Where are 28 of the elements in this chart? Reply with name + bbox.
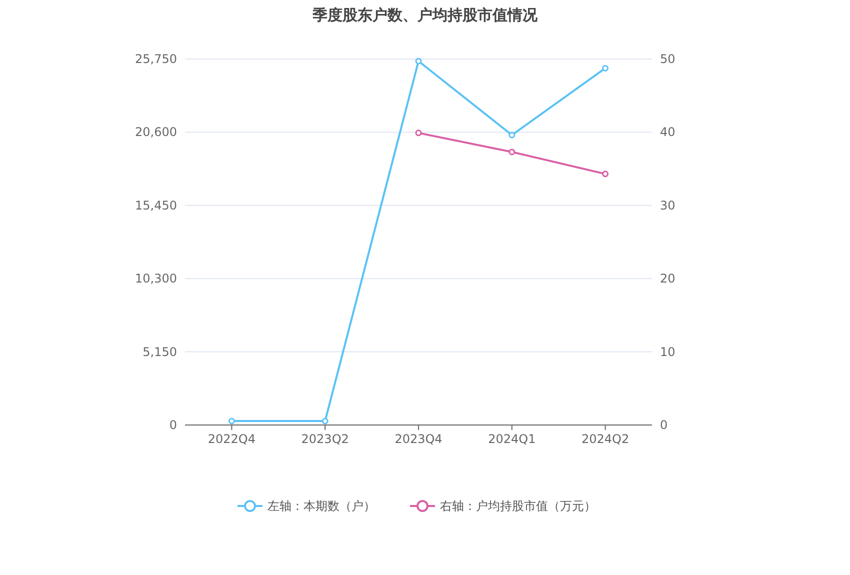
y2-tick-label: 10 bbox=[660, 344, 676, 359]
point bbox=[228, 418, 235, 424]
y-tick-label: 0 bbox=[169, 418, 177, 432]
x-tick-label: 2024Q1 bbox=[488, 432, 536, 446]
x-tick-label: 2023Q2 bbox=[301, 432, 349, 446]
point bbox=[415, 130, 422, 136]
x-tick-label: 2023Q4 bbox=[394, 432, 442, 446]
point bbox=[602, 64, 609, 72]
y2-tick-label: 20 bbox=[660, 272, 676, 286]
point bbox=[602, 170, 609, 178]
y-tick-label: 20,600 bbox=[135, 125, 177, 140]
legend-label: 右轴：户均持股市值（万元） bbox=[440, 499, 596, 513]
legend-label: 左轴：本期数（户） bbox=[268, 499, 376, 513]
y2-tick-label: 50 bbox=[660, 52, 676, 66]
y-tick-label: 15,450 bbox=[135, 198, 177, 212]
y2-tick-label: 40 bbox=[660, 125, 676, 140]
y2-tick-label: 30 bbox=[660, 198, 676, 212]
y-tick-label: 5,150 bbox=[142, 344, 177, 359]
x-tick-label: 2024Q2 bbox=[581, 432, 630, 446]
x-tick-label: 2022Q4 bbox=[208, 432, 256, 446]
y-tick-label: 10,300 bbox=[135, 272, 177, 286]
point bbox=[415, 58, 422, 64]
point bbox=[508, 132, 516, 138]
y-tick-label: 25,750 bbox=[135, 52, 177, 66]
y2-tick-label: 0 bbox=[660, 418, 668, 432]
chart-title: 季度股东户数、户均持股市值情况 bbox=[312, 6, 538, 24]
point bbox=[508, 148, 516, 156]
point bbox=[322, 418, 328, 424]
